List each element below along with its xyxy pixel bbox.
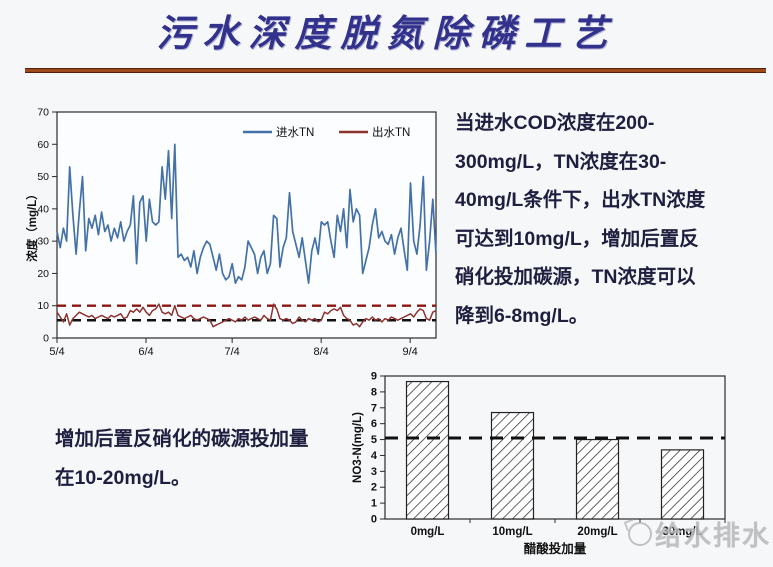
chart-text: NO3-N(mg/L) [352,412,364,483]
paragraph-line: 增加后置反硝化的碳源投加量 [55,428,309,450]
series-influent-tn [56,143,437,284]
chart-text: 20 [37,268,49,280]
chart-text: 10mg/L [492,526,532,538]
cod-tn-description: 当进水COD浓度在200- 300mg/L，TN浓度在30- 40mg/L条件下… [455,104,770,335]
watermark-label: 给水排水 [655,521,771,551]
chart-text: 40 [37,203,49,215]
carbon-dosage-note: 增加后置反硝化的碳源投加量 在10-20mg/L。 [55,420,385,498]
chart-text: 4 [371,450,378,462]
chart-text: 30 [37,236,49,248]
chart-text: 6 [371,418,377,430]
chart-text: 0 [43,333,49,345]
chart-text: 1 [371,498,377,510]
chart-text: 30mg/L [662,526,702,538]
chart-text: 出水TN [372,125,410,139]
bar-20mg/L [575,438,620,520]
chart-text: 7 [371,402,377,414]
chart-text: 9/4 [403,346,418,358]
chart-text: 60 [37,139,49,151]
chart-text: 8 [371,386,377,398]
chart-text: 进水TN [276,126,314,139]
chart-text: 5 [371,434,377,446]
paragraph-line: 在10-20mg/L。 [55,467,191,489]
chart-text: 8/4 [314,346,329,358]
water-drop-circle-icon [628,521,652,546]
chart-text: 5/4 [49,346,64,358]
chart-text: 50 [37,171,49,183]
chart-text: 0 [371,514,377,526]
chart-text: 3 [371,466,377,478]
paragraph-line: 硝化投加碳源，TN浓度可以 [455,266,696,288]
chart-text: 6/4 [138,346,153,358]
paragraph-line: 降到6-8mg/L。 [455,304,589,327]
paragraph-line: 300mg/L，TN浓度在30- [455,150,667,173]
no3-bar-chart-svg: 0 1 2 3 4 5 6 7 8 9 0mg/L 10mg/L 20mg/L 30mg/L 醋酸投加量 NO… [352,371,726,556]
chart-text: 2 [371,482,377,494]
paragraph-line: 40mg/L条件下，出水TN浓度 [455,189,706,211]
tn-line-chart-svg: 0 10 20 30 40 50 60 70 5/4 6/4 7/4 8/4 9/4 进水TN 出水TN 浓度… [25,107,437,358]
chart-text: 20mg/L [577,526,617,538]
chart-text: 9 [371,371,377,383]
paragraph-line: 可达到10mg/L，增加后置反 [455,227,699,250]
chart-text: 7/4 [224,346,239,358]
plot-frame [56,111,437,339]
bar-0mg/L [405,380,450,520]
chart-text: 70 [37,107,49,119]
chart-text: 浓度（mg/L） [26,188,39,261]
title-divider-rule [25,68,766,73]
no3-bar-chart: 0 1 2 3 4 5 6 7 8 9 0mg/L 10mg/L 20mg/L 30mg/L 醋酸投加量 NO… [352,362,742,562]
paragraph-line: 当进水COD浓度在200- [455,112,655,134]
watermark: 给水排水 [628,514,771,553]
chart-text: 10 [37,300,49,312]
tn-line-chart: 0 10 20 30 40 50 60 70 5/4 6/4 7/4 8/4 9/4 进水TN 出水TN 浓度… [25,100,444,360]
bar-30mg/L [660,449,705,520]
series-effluent-tn [56,303,437,328]
chart-text: 醋酸投加量 [524,541,587,556]
slide-title: 污水深度脱氮除磷工艺 [156,11,617,55]
chart-text: 0mg/L [411,526,445,538]
bar-10mg/L [490,411,535,520]
